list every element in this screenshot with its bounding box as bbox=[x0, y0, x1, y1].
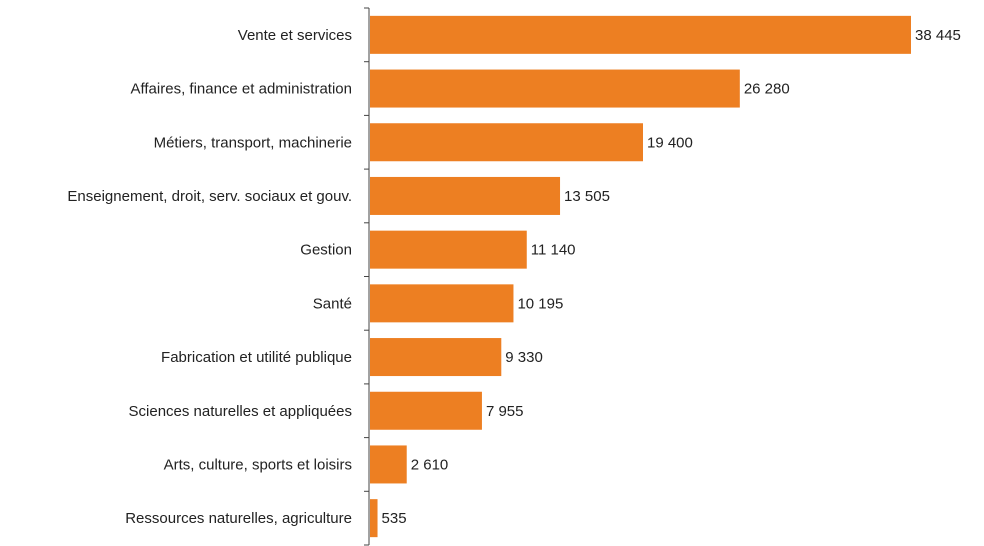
bar bbox=[370, 445, 407, 484]
category-label: Gestion bbox=[300, 242, 352, 259]
value-label: 7 955 bbox=[486, 403, 524, 420]
bar bbox=[370, 338, 502, 377]
bar bbox=[370, 176, 561, 215]
category-axis-ticks bbox=[364, 7, 369, 546]
bar bbox=[370, 391, 482, 430]
category-label: Ressources naturelles, agriculture bbox=[125, 510, 352, 527]
value-label: 26 280 bbox=[744, 81, 790, 98]
category-label: Santé bbox=[313, 295, 352, 312]
value-label: 2 610 bbox=[411, 456, 449, 473]
value-label: 535 bbox=[382, 510, 407, 527]
value-label: 9 330 bbox=[505, 349, 543, 366]
bar bbox=[370, 284, 514, 323]
labels-group: Vente et services 38 445 Affaires, finance… bbox=[67, 27, 960, 527]
bar bbox=[370, 123, 643, 162]
bar bbox=[370, 499, 378, 538]
category-label: Affaires, finance et administration bbox=[130, 81, 352, 98]
value-label: 19 400 bbox=[647, 134, 693, 151]
category-label: Arts, culture, sports et loisirs bbox=[164, 456, 352, 473]
value-label: 13 505 bbox=[564, 188, 610, 205]
bar bbox=[370, 15, 911, 54]
category-label: Vente et services bbox=[238, 27, 352, 44]
value-label: 38 445 bbox=[915, 27, 961, 44]
bars-group bbox=[370, 15, 911, 538]
category-label: Enseignement, droit, serv. sociaux et go… bbox=[67, 188, 352, 205]
bar bbox=[370, 69, 740, 108]
value-label: 11 140 bbox=[531, 242, 576, 259]
category-label: Sciences naturelles et appliquées bbox=[129, 403, 352, 420]
category-label: Fabrication et utilité publique bbox=[161, 349, 352, 366]
bar bbox=[370, 230, 527, 269]
value-label: 10 195 bbox=[517, 295, 563, 312]
category-label: Métiers, transport, machinerie bbox=[154, 134, 352, 151]
